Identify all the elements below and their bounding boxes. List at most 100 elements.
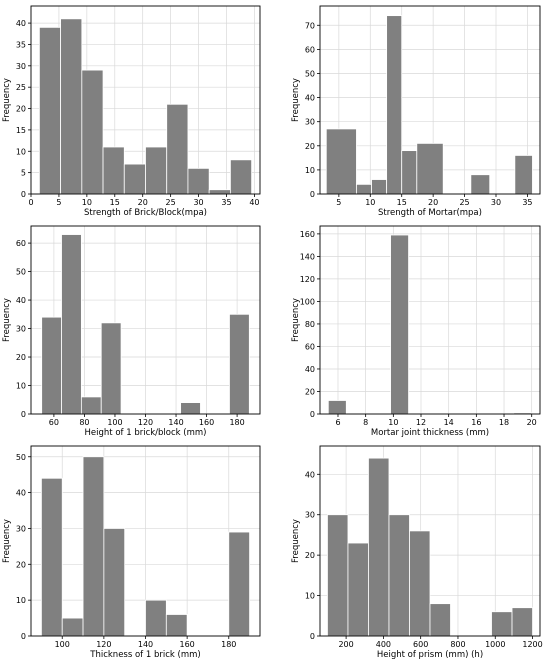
histogram-bar	[180, 402, 201, 415]
histogram-bar	[356, 183, 372, 195]
histogram-bar	[386, 15, 403, 195]
histogram-bar	[166, 103, 189, 195]
y-tick-label: 0	[310, 190, 315, 199]
y-tick-label: 30	[16, 62, 26, 71]
x-tick-label: 8	[363, 418, 368, 427]
y-tick-label: 40	[305, 470, 315, 479]
y-tick-label: 10	[16, 382, 26, 391]
x-tick-label: 400	[376, 640, 391, 649]
histogram-bar	[470, 174, 491, 195]
histogram-bar	[165, 614, 188, 637]
histogram-bar	[228, 531, 250, 637]
y-tick-label: 20	[305, 551, 315, 560]
x-axis-label: Strength of Mortar(mpa)	[378, 208, 482, 218]
x-tick-label: 15	[397, 198, 407, 207]
x-tick-label: 180	[221, 640, 236, 649]
histogram-bar	[514, 155, 533, 195]
y-tick-label: 20	[16, 353, 26, 362]
y-axis-label: Frequency	[291, 298, 301, 342]
histogram-bar	[368, 457, 390, 637]
x-tick-label: 600	[413, 640, 428, 649]
x-axis-label: Mortar joint thickness (mm)	[371, 428, 489, 438]
histogram-panel: 0 5 10 15 20 25 30 35 40 0 5 10 15 20 25 30 35 40 Strength…	[2, 5, 261, 218]
histogram-bar	[145, 146, 168, 195]
histogram-bar	[229, 159, 253, 195]
y-tick-label: 0	[310, 410, 315, 419]
x-tick-label: 35	[522, 198, 532, 207]
histogram-panel: 5 10 15 20 25 30 35 0 10 20 30 40 50 60 70 Strength of …	[291, 5, 541, 218]
x-tick-label: 6	[335, 418, 340, 427]
y-tick-label: 120	[300, 275, 315, 284]
y-axis-label: Frequency	[2, 298, 12, 342]
histogram-bar	[390, 234, 409, 415]
histogram-bar	[145, 599, 167, 637]
histogram-bar	[38, 26, 62, 195]
histogram-bar	[491, 611, 513, 637]
histogram-bar	[429, 603, 451, 637]
x-tick-label: 1200	[522, 640, 542, 649]
histogram-panel: 60 80 100 120 140 160 180 0 10 20 30 40 50 60 Height o…	[2, 225, 261, 438]
x-tick-label: 14	[444, 418, 454, 427]
y-axis-label: Frequency	[291, 519, 301, 563]
y-tick-label: 20	[305, 142, 315, 151]
x-tick-label: 1000	[485, 640, 505, 649]
histogram-bar	[41, 316, 62, 415]
y-tick-label: 20	[16, 105, 26, 114]
y-tick-label: 50	[305, 69, 315, 78]
x-tick-label: 160	[179, 640, 194, 649]
y-tick-label: 70	[305, 21, 315, 30]
x-tick-label: 80	[79, 418, 89, 427]
y-tick-label: 40	[305, 365, 315, 374]
histogram-bar	[100, 322, 122, 415]
y-tick-label: 40	[16, 19, 26, 28]
y-tick-label: 50	[16, 268, 26, 277]
y-axis-label: Frequency	[2, 519, 12, 563]
y-tick-label: 30	[305, 511, 315, 520]
x-tick-label: 10	[82, 198, 92, 207]
histogram-bar	[325, 128, 357, 195]
histogram-bar	[388, 514, 410, 637]
x-tick-label: 160	[199, 418, 214, 427]
x-tick-label: 20	[527, 418, 537, 427]
y-tick-label: 0	[310, 632, 315, 641]
x-tick-label: 16	[471, 418, 481, 427]
histogram-bar	[347, 542, 369, 637]
x-tick-label: 100	[107, 418, 122, 427]
x-tick-label: 140	[138, 640, 153, 649]
y-tick-label: 15	[16, 126, 26, 135]
histogram-bar	[80, 396, 102, 415]
x-axis-label: Strength of Brick/Block(mpa)	[84, 208, 207, 218]
y-tick-label: 20	[305, 387, 315, 396]
plot-frame	[319, 5, 541, 195]
x-tick-label: 18	[499, 418, 509, 427]
histogram-panel: 200 400 600 800 1000 1200 0 10 20 30 40 Height of p…	[291, 445, 543, 660]
x-tick-label: 120	[96, 640, 111, 649]
x-tick-label: 180	[229, 418, 244, 427]
histogram-bar	[81, 69, 104, 195]
x-tick-label: 25	[166, 198, 176, 207]
x-tick-label: 120	[138, 418, 153, 427]
histogram-bar	[102, 146, 125, 195]
x-tick-label: 800	[450, 640, 465, 649]
x-tick-label: 15	[110, 198, 120, 207]
x-tick-label: 5	[56, 198, 61, 207]
histogram-bar	[229, 313, 250, 415]
histogram-bar	[103, 528, 126, 637]
histogram-bar	[327, 400, 347, 415]
y-tick-label: 10	[305, 592, 315, 601]
x-tick-label: 0	[28, 198, 33, 207]
y-tick-label: 40	[16, 489, 26, 498]
histogram-panel: 100 120 140 160 180 0 10 20 30 40 50 Thickness of 1…	[2, 445, 261, 660]
x-tick-label: 10	[388, 418, 398, 427]
y-tick-label: 5	[21, 169, 26, 178]
y-tick-label: 140	[300, 252, 315, 261]
histogram-bar	[60, 18, 83, 195]
histogram-bar	[187, 167, 210, 195]
x-tick-label: 140	[168, 418, 183, 427]
histogram-bar	[41, 477, 63, 637]
y-tick-label: 30	[16, 325, 26, 334]
histogram-bar	[327, 514, 349, 637]
y-axis-label: Frequency	[291, 78, 301, 122]
y-tick-label: 0	[21, 190, 26, 199]
histogram-bar	[511, 607, 533, 637]
